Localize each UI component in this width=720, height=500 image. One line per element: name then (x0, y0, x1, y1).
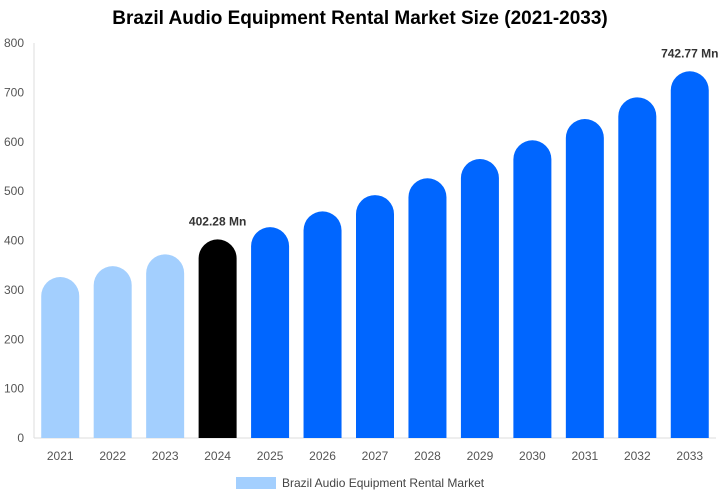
bar-2023 (146, 254, 185, 438)
y-tick-label: 300 (4, 283, 24, 297)
bar-2022 (93, 266, 132, 438)
x-tick-label: 2031 (571, 449, 598, 463)
bar-2032 (618, 97, 657, 439)
legend-swatch (236, 477, 276, 489)
y-tick-label: 200 (4, 332, 24, 346)
bar-2029 (460, 159, 499, 438)
legend: Brazil Audio Equipment Rental Market (236, 476, 484, 490)
x-tick-label: 2023 (152, 449, 179, 463)
bar-2028 (408, 178, 447, 438)
data-label-2024: 402.28 Mn (189, 214, 246, 228)
x-tick-label: 2028 (414, 449, 441, 463)
y-tick-label: 600 (4, 135, 24, 149)
x-tick-label: 2024 (204, 449, 231, 463)
bar-2021 (41, 277, 80, 438)
x-tick-label: 2029 (467, 449, 494, 463)
bar-2031 (565, 119, 604, 438)
y-tick-label: 700 (4, 85, 24, 99)
x-tick-label: 2033 (676, 449, 703, 463)
x-tick-label: 2030 (519, 449, 546, 463)
bar-2033 (670, 71, 709, 438)
y-tick-label: 500 (4, 184, 24, 198)
y-tick-label: 800 (4, 36, 24, 50)
y-tick-label: 100 (4, 382, 24, 396)
bar-2024 (198, 239, 237, 438)
x-tick-label: 2021 (47, 449, 74, 463)
bar-2025 (251, 227, 290, 438)
x-tick-label: 2026 (309, 449, 336, 463)
x-tick-label: 2025 (257, 449, 284, 463)
bar-2030 (513, 140, 552, 438)
y-tick-label: 0 (17, 431, 24, 445)
y-tick-label: 400 (4, 234, 24, 248)
bar-2026 (303, 211, 342, 438)
x-tick-label: 2032 (624, 449, 651, 463)
bar-2027 (356, 195, 394, 438)
x-tick-label: 2022 (99, 449, 126, 463)
chart-title: Brazil Audio Equipment Rental Market Siz… (112, 8, 608, 29)
legend-label: Brazil Audio Equipment Rental Market (282, 476, 485, 490)
data-label-2033: 742.77 Mn (661, 46, 718, 60)
x-tick-label: 2027 (362, 449, 389, 463)
